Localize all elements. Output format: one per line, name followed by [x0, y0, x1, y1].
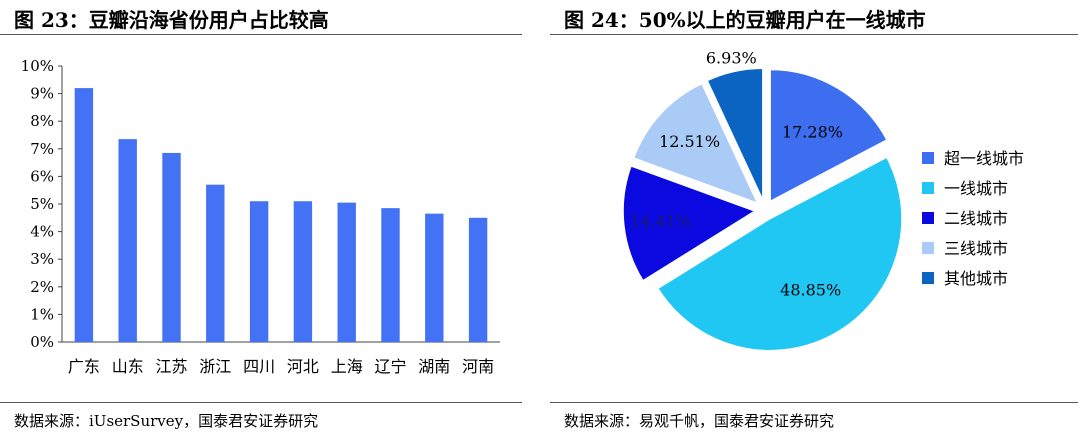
source-rule [550, 402, 1078, 403]
source-rule [0, 402, 522, 403]
legend-swatch [922, 212, 934, 224]
bar [337, 202, 356, 342]
bar [249, 201, 269, 342]
title-rule [0, 34, 522, 35]
pie-chart-title: 图 24：50%以上的豆瓣用户在一线城市 [564, 8, 926, 32]
legend-label: 一线城市 [944, 179, 1008, 198]
y-tick-label: 7% [30, 140, 54, 158]
y-tick-label: 6% [30, 167, 54, 185]
bar [425, 213, 444, 342]
x-tick-label: 辽宁 [374, 357, 406, 376]
pie-slice [622, 164, 757, 282]
x-tick-label: 河北 [287, 357, 319, 376]
bar [468, 217, 488, 342]
slice-data-label: 6.93% [706, 49, 757, 68]
legend-label: 超一线城市 [944, 149, 1024, 168]
legend-label: 三线城市 [944, 239, 1008, 258]
x-tick-label: 浙江 [199, 357, 231, 376]
pie-slice [706, 67, 764, 201]
y-tick-label: 5% [30, 195, 54, 213]
slice-data-label: 17.28% [782, 122, 843, 141]
y-tick-label: 3% [30, 250, 54, 268]
slice-data-label: 48.85% [780, 281, 841, 300]
y-tick-label: 10% [21, 57, 54, 75]
bar-chart-panel: 图 23：豆瓣沿海省份用户占比较高 0% 1% 2% 3% 4% 5% 6% 7% 8% 9% 10… [0, 0, 530, 443]
bar-chart: 0% 1% 2% 3% 4% 5% 6% 7% 8% 9% 10% 广东 山东 江苏 浙江 四川 河北 上海 辽宁湖… [21, 57, 500, 376]
pie-chart-source: 数据来源：易观千帆，国泰君安证券研究 [564, 412, 835, 430]
bar-chart-title: 图 23：豆瓣沿海省份用户占比较高 [14, 8, 329, 32]
legend-label: 其他城市 [944, 269, 1008, 288]
x-tick-label: 上海 [331, 357, 363, 376]
title-rule [550, 34, 1078, 35]
slice-data-label: 14.41% [630, 212, 691, 231]
bar-chart-source: 数据来源：iUserSurvey，国泰君安证券研究 [14, 412, 319, 430]
y-tick-label: 2% [30, 278, 54, 296]
bar [293, 201, 313, 342]
bar [118, 139, 137, 342]
y-tick-label: 1% [30, 305, 54, 323]
legend-swatch [922, 152, 934, 164]
x-tick-label: 河南 [462, 357, 494, 376]
legend-swatch [922, 272, 934, 284]
legend-swatch [922, 182, 934, 194]
bar [381, 208, 400, 342]
y-tick-label: 9% [30, 85, 54, 103]
y-tick-label: 4% [30, 223, 54, 241]
legend-swatch [922, 242, 934, 254]
pie-chart-panel: 图 24：50%以上的豆瓣用户在一线城市 17.28% 48.85% 14.41% 1… [550, 0, 1080, 443]
legend-label: 二线城市 [944, 209, 1008, 228]
x-tick-label: 山东 [112, 357, 144, 376]
bar [162, 152, 181, 342]
pie-slice [656, 156, 903, 352]
pie-slice [632, 82, 760, 205]
bar [206, 184, 225, 342]
slice-data-label: 12.51% [659, 132, 720, 151]
pie-chart: 17.28% 48.85% 14.41% 12.51% 6.93% 超一线城市一线城市二线… [622, 49, 1024, 352]
x-tick-label: 广东 [68, 357, 100, 376]
pie-slice [769, 68, 888, 203]
y-tick-label: 0% [30, 333, 54, 351]
y-tick-label: 8% [30, 112, 54, 130]
x-tick-label: 湖南 [418, 357, 450, 376]
bar [74, 88, 94, 342]
x-tick-label: 江苏 [155, 357, 187, 376]
x-tick-label: 四川 [243, 357, 275, 376]
